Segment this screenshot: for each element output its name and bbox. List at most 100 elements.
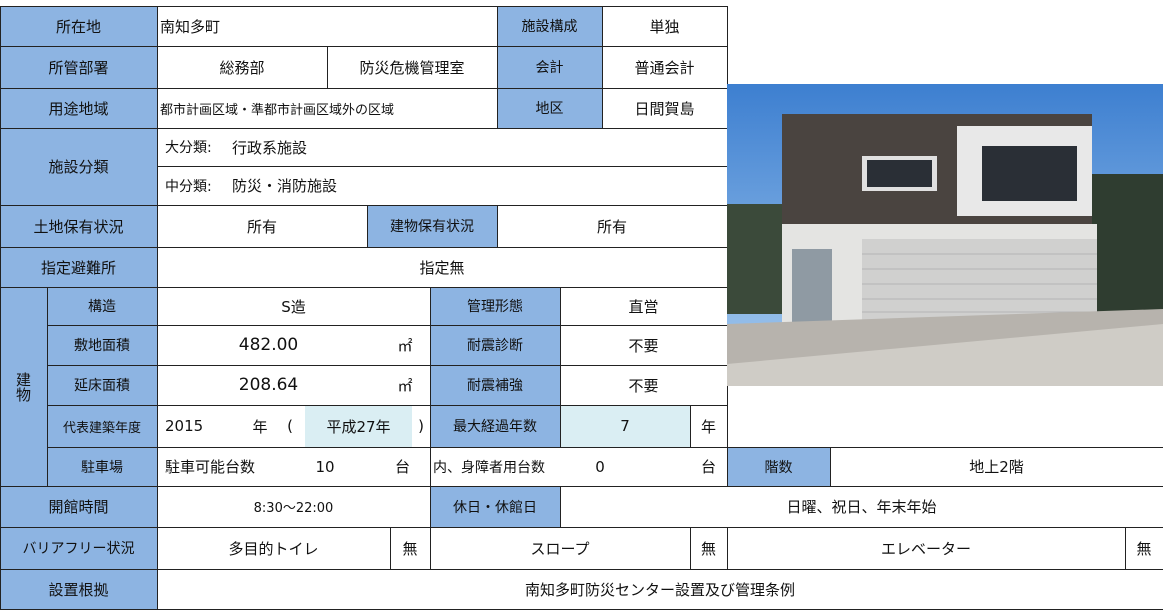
hours-label: 開館時間 [48, 498, 109, 516]
header-cell [0, 88, 158, 129]
max-age-label: 最大経過年数 [453, 419, 537, 435]
value-cell [157, 46, 328, 89]
bldg-own-label: 建物保有状況 [390, 219, 474, 235]
max-age: 7 [620, 417, 630, 435]
value-cell [602, 46, 728, 89]
floor-area: 208.64 [238, 375, 299, 395]
parking-count-label: 駐車可能台数 [165, 458, 256, 476]
location-label: 所在地 [55, 17, 101, 36]
zoning-label: 用途地域 [48, 99, 109, 118]
header-cell [0, 287, 48, 487]
value-cell [602, 6, 728, 47]
value-cell [157, 569, 1163, 610]
value-cell [497, 205, 728, 248]
header-cell [497, 88, 603, 129]
disabled-label: 内、身障者用台数 [433, 459, 545, 476]
header-cell [0, 569, 158, 610]
header-cell [47, 447, 158, 487]
value-cell [1125, 527, 1163, 570]
value-cell [602, 88, 728, 129]
year-unit: 年 [252, 417, 268, 436]
value-cell [560, 287, 728, 326]
value-cell [157, 128, 728, 167]
major-label: 大分類: [165, 140, 212, 156]
header-cell [430, 486, 561, 528]
account-label: 会計 [535, 60, 564, 76]
disabled-count: 0 [595, 457, 605, 476]
header-cell [0, 205, 158, 248]
basis: 南知多町防災センター設置及び管理条例 [524, 580, 795, 599]
value-cell [157, 486, 431, 528]
parking-label: 駐車場 [81, 459, 123, 476]
value-cell [327, 46, 498, 89]
minor-label: 中分類: [165, 178, 212, 195]
toilet: 無 [402, 539, 418, 558]
site-area: 482.00 [238, 335, 299, 355]
header-cell [0, 6, 158, 47]
mgmt-label: 管理形態 [467, 299, 523, 315]
bldg-own: 所有 [596, 217, 627, 236]
major: 行政系施設 [232, 138, 308, 157]
era-highlight [305, 406, 412, 447]
holidays: 日曜、祝日、年末年始 [786, 498, 937, 516]
structure-label: 構造 [88, 299, 116, 315]
toilet-label: 多目的トイレ [228, 539, 319, 558]
value-cell [560, 365, 728, 406]
era: 平成27年 [326, 417, 391, 436]
year-label: 代表建築年度 [62, 420, 141, 436]
header-cell [47, 405, 158, 448]
paren-close: ) [418, 417, 424, 435]
unit: ㎡ [397, 376, 413, 395]
composition: 単独 [649, 17, 680, 36]
year: 2015 [165, 417, 204, 435]
header-cell [497, 46, 603, 89]
location: 南知多町 [160, 17, 221, 36]
barrier-label: バリアフリー状況 [22, 541, 135, 557]
header-cell [47, 325, 158, 366]
elevator: 無 [1136, 539, 1152, 558]
composition-label: 施設構成 [521, 19, 578, 35]
section: 防災危機管理室 [359, 58, 465, 77]
age-unit: 年 [700, 417, 716, 436]
dept-label: 所管部署 [48, 58, 109, 77]
seismic-ret-label: 耐震補強 [467, 378, 523, 394]
slope-label: スロープ [530, 539, 590, 558]
value-cell [157, 6, 498, 47]
elevator-label: エレベーター [880, 539, 971, 558]
facility-photo [727, 84, 1163, 386]
header-cell [430, 405, 561, 448]
value-cell [390, 527, 431, 570]
count-unit: 台 [700, 458, 716, 476]
count-unit: 台 [394, 458, 410, 476]
account: 普通会計 [634, 58, 695, 77]
floors-label: 階数 [764, 459, 793, 476]
value-cell [157, 447, 431, 487]
parking-count: 10 [315, 457, 335, 476]
minor: 防災・消防施設 [232, 177, 338, 195]
value-cell [157, 325, 431, 366]
holiday-label: 休日・休館日 [453, 499, 537, 516]
paren-open: ( [287, 417, 293, 435]
seismic-diag: 不要 [628, 336, 659, 355]
value-cell [157, 287, 431, 326]
unit: ㎡ [397, 336, 413, 355]
land-label: 土地保有状況 [33, 217, 124, 236]
slope: 無 [700, 539, 716, 558]
district: 日間賀島 [634, 99, 695, 118]
hours: 8:30〜22:00 [253, 501, 334, 516]
seismic-ret: 不要 [628, 376, 659, 395]
basis-label: 設置根拠 [48, 580, 109, 599]
header-cell [0, 486, 158, 528]
mgmt: 直営 [628, 297, 659, 316]
building-label: 建物 [14, 371, 32, 402]
dept: 総務部 [219, 58, 265, 77]
value-cell [830, 447, 1163, 487]
land: 所有 [246, 217, 277, 236]
structure: S造 [281, 297, 306, 316]
header-cell [367, 205, 498, 248]
header-cell [430, 365, 561, 406]
value-cell [560, 486, 1163, 528]
site-area-label: 敷地面積 [74, 338, 130, 354]
